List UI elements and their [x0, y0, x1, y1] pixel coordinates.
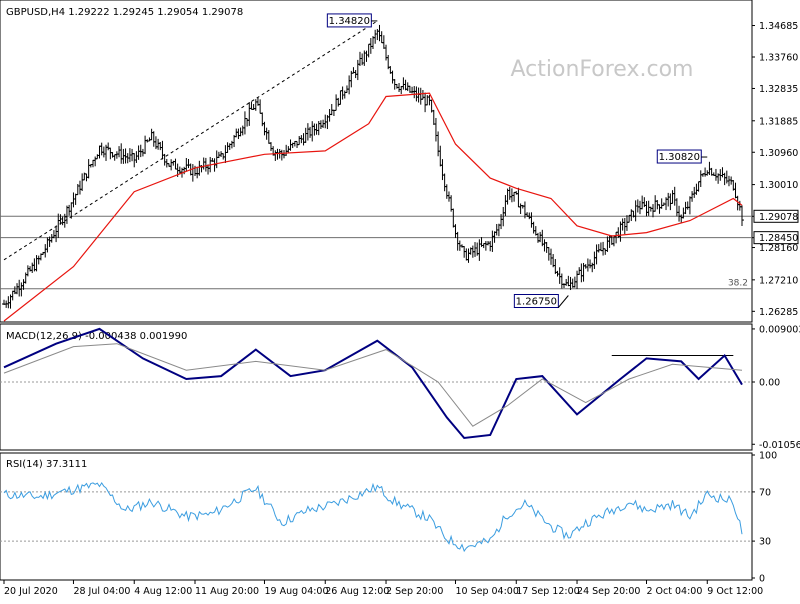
macd-y-tick-label: -0.010566 — [759, 440, 800, 451]
rsi-title: RSI(14) 37.3111 — [6, 459, 87, 470]
macd-panel — [0, 323, 753, 451]
x-axis-tick-label: 19 Aug 04:00 — [264, 586, 328, 597]
price-y-tick-label: 1.33760 — [759, 52, 798, 63]
level-price-box — [753, 231, 799, 245]
macd-y-tick-label: 0.00 — [759, 377, 780, 388]
price-annotation-label: 1.26750 — [516, 297, 557, 308]
price-annotation: 1.30820 — [656, 149, 708, 164]
x-axis-tick-label: 28 Jul 04:00 — [73, 586, 130, 597]
price-y-tick-label: 1.26285 — [759, 307, 798, 318]
macd-line — [3, 327, 743, 440]
macd-signal-line — [3, 343, 743, 427]
price-y-tick-label: 1.29078 — [759, 212, 798, 223]
price-y-tick-label: 1.32835 — [759, 84, 798, 95]
macd-y-tick-label: 0.009003 — [759, 324, 800, 335]
x-axis-tick-label: 2 Sep 20:00 — [386, 586, 443, 597]
price-y-tick-label: 1.30010 — [759, 180, 798, 191]
x-axis-tick-label: 11 Aug 20:00 — [195, 586, 259, 597]
x-axis-tick-label: 10 Sep 04:00 — [455, 586, 518, 597]
ohlc-bar — [740, 205, 744, 226]
price-y-tick-label: 1.27210 — [759, 275, 798, 286]
x-axis-tick-label: 20 Jul 2020 — [4, 586, 58, 597]
current-price-box — [753, 209, 799, 223]
rsi-line — [3, 481, 743, 553]
x-axis-tick-label: 24 Sep 20:00 — [577, 586, 640, 597]
x-axis-tick-label: 26 Aug 12:00 — [325, 586, 389, 597]
rsi-y-tick-label: 30 — [759, 537, 771, 548]
rsi-y-tick-label: 100 — [759, 451, 777, 462]
rsi-y-tick-label: 70 — [759, 487, 771, 498]
rsi-panel — [0, 452, 753, 581]
price-annotation-label: 1.34820 — [329, 16, 370, 27]
price-annotation: 1.26750 — [513, 294, 569, 309]
trendline-dashed — [3, 20, 378, 261]
price-annotation-label: 1.30820 — [659, 152, 700, 163]
price-y-tick-label: 1.30960 — [759, 148, 798, 159]
price-y-tick-label: 1.28160 — [759, 243, 798, 254]
watermark-text: ActionForex.com — [511, 57, 694, 82]
x-axis-tick-label: 2 Oct 04:00 — [646, 586, 702, 597]
price-y-tick-label: 1.31885 — [759, 116, 798, 127]
chart-header-title: GBPUSD,H4 1.29222 1.29245 1.29054 1.2907… — [6, 7, 243, 18]
x-axis-tick-label: 17 Sep 12:00 — [516, 586, 579, 597]
moving-average-line — [3, 92, 743, 322]
price-annotation: 1.34820 — [326, 13, 378, 28]
price-y-tick-label: 1.28450 — [759, 233, 798, 244]
fib-level-label: 38.2 — [728, 279, 748, 289]
rsi-y-tick-label: 0 — [759, 574, 765, 585]
price-panel — [0, 0, 753, 323]
macd-title: MACD(12,26,9) -0.000438 0.001990 — [6, 331, 187, 342]
x-axis-tick-label: 9 Oct 12:00 — [707, 586, 763, 597]
price-y-tick-label: 1.34685 — [759, 21, 798, 32]
x-axis-tick-label: 4 Aug 12:00 — [134, 586, 192, 597]
